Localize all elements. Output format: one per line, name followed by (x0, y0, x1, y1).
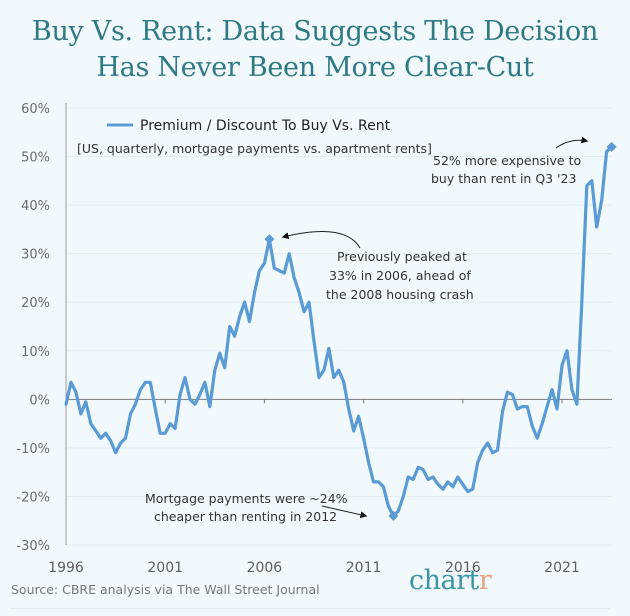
series-line-premium-discount (64, 145, 614, 518)
marker-latest-q3-2023 (606, 141, 617, 152)
gridlines (66, 107, 612, 546)
marker-trough-2012 (388, 510, 399, 521)
annotation-peak-arrow (281, 231, 361, 249)
x-tick-label: 2001 (147, 560, 183, 576)
chartr-logo: chartr (409, 565, 492, 596)
chart-subtitle: [US, quarterly, mortgage payments vs. ap… (77, 141, 432, 156)
annotation-trough-arrow (321, 505, 368, 519)
legend-label: Premium / Discount To Buy Vs. Rent (140, 118, 391, 134)
highlight-markers (264, 141, 617, 521)
y-tick-label: 20% (21, 296, 50, 311)
y-tick-label: 0% (29, 393, 50, 408)
source-note: Source: CBRE analysis via The Wall Stree… (11, 582, 320, 597)
y-tick-label: -30% (16, 539, 50, 554)
y-tick-label: 10% (21, 345, 50, 360)
logo-accent-letter: r (478, 565, 492, 596)
chart-title-line-2: Has Never Been More Clear-Cut (96, 52, 534, 83)
annotation-recent-line-1: 52% more expensive to (433, 153, 581, 168)
annotation-recent: 52% more expensive to buy than rent in Q… (431, 136, 589, 186)
annotation-peak: Previously peaked at 33% in 2006, ahead … (281, 231, 474, 302)
y-tick-label: 50% (21, 151, 50, 166)
annotation-recent-line-2: buy than rent in Q3 '23 (431, 171, 576, 186)
annotation-trough-line-1: Mortgage payments were ~24% (145, 491, 348, 506)
y-tick-label: 60% (21, 102, 50, 117)
x-tick-label: 1996 (48, 560, 84, 576)
annotation-trough-line-2: cheaper than renting in 2012 (154, 509, 337, 524)
x-tick-label: 2006 (247, 560, 283, 576)
y-tick-labels: 60% 50% 40% 30% 20% 10% 0% -10% -20% -30% (16, 102, 50, 554)
chart-title: Buy Vs. Rent: Data Suggests The Decision… (0, 14, 630, 86)
x-ticks (164, 399, 563, 404)
chart-title-line-1: Buy Vs. Rent: Data Suggests The Decision (31, 16, 599, 47)
marker-peak-2006 (264, 234, 275, 245)
bottom-divider (10, 608, 610, 609)
logo-text: chart (409, 565, 479, 596)
y-tick-label: -20% (16, 490, 50, 505)
y-tick-label: -10% (16, 442, 50, 457)
annotation-peak-line-1: Previously peaked at (337, 249, 467, 264)
annotation-recent-arrow (555, 136, 589, 149)
annotation-trough: Mortgage payments were ~24% cheaper than… (145, 491, 368, 524)
x-tick-labels: 1996 2001 2006 2011 2016 2021 (48, 560, 580, 576)
y-tick-label: 30% (21, 248, 50, 263)
y-tick-label: 40% (21, 199, 50, 214)
x-tick-label: 2011 (346, 560, 382, 576)
x-tick-label: 2021 (544, 560, 580, 576)
annotation-peak-line-2: 33% in 2006, ahead of (329, 268, 471, 283)
x-tick-label: 2016 (445, 560, 481, 576)
annotation-peak-line-3: the 2008 housing crash (326, 287, 474, 302)
